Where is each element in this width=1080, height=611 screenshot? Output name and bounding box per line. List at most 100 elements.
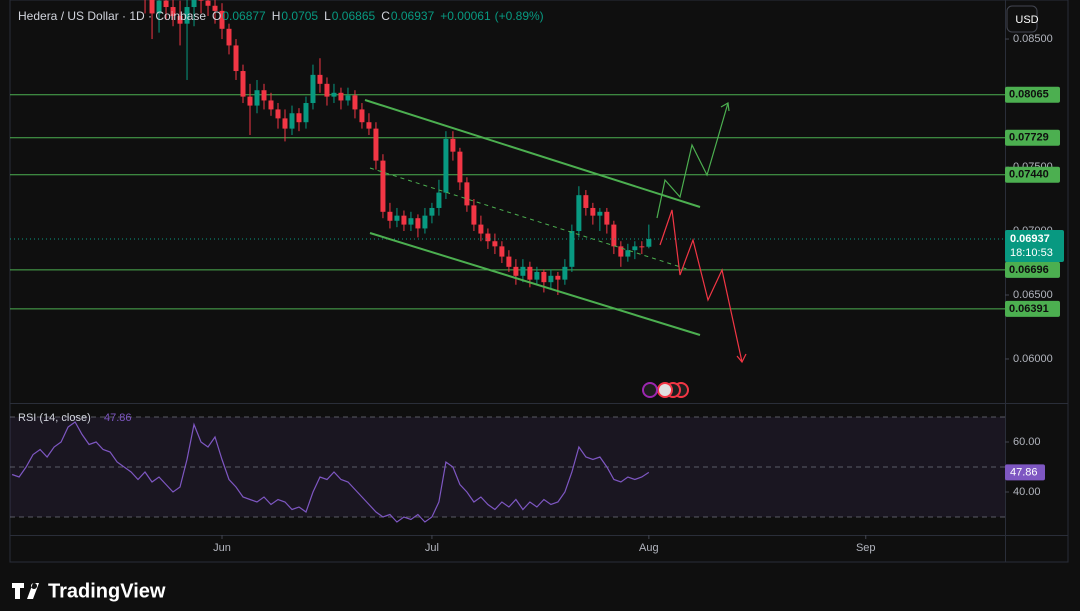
ohlc-key: C (381, 9, 390, 23)
price-pane (10, 0, 1005, 310)
candle-body (359, 109, 365, 123)
candle-body (618, 246, 624, 257)
change: +0.00061 (440, 9, 491, 23)
candle-body (268, 100, 274, 110)
level-tag (1005, 261, 1060, 278)
brand-logo (12, 583, 39, 599)
candle-body (212, 5, 218, 11)
y-tick-label: 0.06500 (1013, 289, 1053, 301)
rsi-y-tick-label: 60.00 (1013, 436, 1041, 448)
candle-body (527, 266, 533, 280)
candle-body (156, 0, 162, 14)
channel-upper (364, 99, 701, 208)
ohlc-value: 0.06865 (332, 9, 376, 23)
candle-body (562, 266, 568, 280)
candle-body (478, 224, 484, 234)
candle-body (555, 275, 561, 280)
currency-label[interactable]: USD (1015, 14, 1038, 26)
candle-body (205, 0, 211, 6)
candle-body (443, 138, 449, 193)
candle-body (317, 74, 323, 84)
candle-body (338, 92, 344, 101)
candle-body (247, 96, 253, 106)
candle-body (429, 207, 435, 216)
change-pct: (+0.89%) (495, 9, 544, 23)
candle-body (597, 211, 603, 216)
candle-body (415, 218, 421, 229)
y-tick-label: 0.08500 (1013, 33, 1053, 45)
level-label: 0.07440 (1009, 169, 1049, 181)
legend: Hedera / US Dollar · 1D · Coinbase (18, 9, 206, 23)
symbol-title: Hedera / US Dollar · 1D · Coinbase (18, 9, 206, 23)
event-icon[interactable] (642, 382, 658, 398)
candle-body (639, 246, 645, 248)
bull-arrowhead (720, 102, 730, 112)
level-label: 0.08065 (1009, 89, 1049, 101)
candle-body (352, 95, 358, 110)
rsi-line (11, 421, 650, 523)
candle-body (436, 192, 442, 208)
rsi-tag (1005, 464, 1045, 481)
candle-body (198, 0, 204, 1)
candle-body (464, 182, 470, 206)
rsi-value: 47.86 (104, 412, 132, 424)
rsi-title: RSI (14, close) (18, 412, 91, 424)
channel-lower (369, 232, 701, 336)
candle-body (261, 90, 267, 101)
candle-body (310, 74, 316, 104)
event-icon[interactable] (657, 382, 673, 398)
rsi-tag-label: 47.86 (1010, 466, 1038, 478)
candle-body (149, 0, 155, 14)
candle-body (324, 83, 330, 97)
ohlc-value: 0.06937 (391, 9, 435, 23)
candle-body (240, 71, 246, 97)
brand-name: TradingView (48, 580, 166, 602)
candle-body (506, 256, 512, 267)
currency-button[interactable] (1006, 5, 1038, 33)
ohlc-key: O (212, 9, 221, 23)
candle-body (219, 10, 225, 29)
candle-body (184, 7, 190, 24)
candle-body (345, 95, 351, 101)
x-tick-label: Aug (639, 542, 659, 554)
candle-body (485, 233, 491, 242)
candle-body (513, 266, 519, 276)
candle-body (457, 151, 463, 183)
candle-body (226, 28, 232, 46)
x-tick-label: Sep (856, 542, 876, 554)
candle-body (233, 45, 239, 72)
ohlc-key: L (324, 9, 331, 23)
candle-body (380, 160, 386, 212)
candle-body (401, 215, 407, 225)
candle-body (373, 128, 379, 161)
candle-body (548, 275, 554, 283)
ohlc-legend: O 0.06877 H 0.0705 L 0.06865 C 0.06937 +0.00061 (… (212, 9, 544, 23)
candle-body (576, 195, 582, 231)
x-tick-label: Jun (213, 542, 231, 554)
level-label: 0.06696 (1009, 264, 1049, 276)
candle-body (520, 266, 526, 276)
level-tag (1005, 129, 1060, 146)
candle-body (408, 218, 414, 225)
candle-body (541, 271, 547, 283)
candle-body (646, 239, 652, 247)
candle-body (331, 92, 337, 97)
rsi-pane (10, 416, 1005, 523)
candle-body (604, 211, 610, 225)
candle-body (625, 250, 631, 257)
candle-body (499, 246, 505, 257)
ohlc-value: 0.0705 (281, 9, 318, 23)
ohlc-value: 0.06877 (222, 9, 266, 23)
candle-body (590, 207, 596, 216)
candle-body (191, 0, 197, 8)
level-label: 0.06391 (1009, 303, 1049, 315)
candle-body (177, 15, 183, 24)
candle-body (254, 90, 260, 106)
candle-body (170, 7, 176, 16)
candle-body (569, 230, 575, 267)
drawings (364, 99, 747, 398)
candle-body (289, 113, 295, 129)
candle-body (611, 224, 617, 247)
level-tag (1005, 166, 1060, 183)
candle-body (303, 103, 309, 123)
